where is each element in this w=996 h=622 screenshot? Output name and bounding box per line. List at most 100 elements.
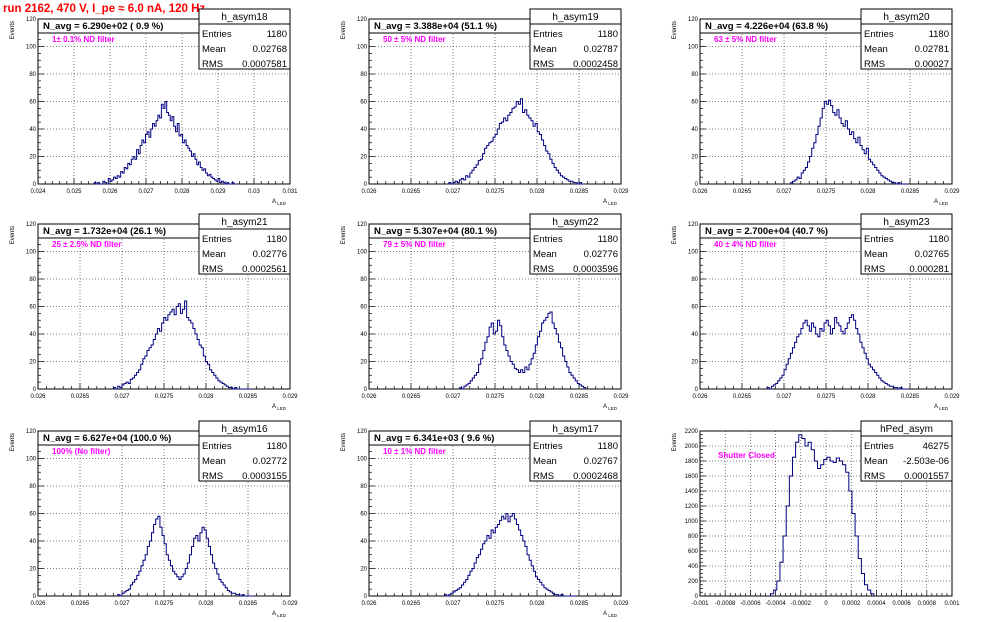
x-tick-label: 0.0285 [239, 601, 258, 607]
y-tick-label: 80 [29, 484, 36, 490]
x-tick-label: 0.028 [860, 189, 876, 195]
y-tick-label: 80 [360, 277, 367, 283]
x-tick-label: 0.026 [361, 394, 377, 400]
x-axis-label: A LED [272, 611, 287, 618]
x-tick-label: 0.026 [361, 601, 377, 607]
y-tick-label: 120 [688, 17, 699, 23]
x-tick-label: -0.0002 [791, 601, 812, 607]
x-tick-label: 0.027 [114, 394, 130, 400]
x-tick-label: 0.0285 [901, 394, 920, 400]
stats-value-rms: 0.0002468 [573, 471, 618, 482]
x-tick-label: 0.028 [198, 601, 214, 607]
histogram-panel-hPed_asym: -0.001 -0.0008 -0.0006 -0.0004 -0.0002 0 0.000… [663, 413, 993, 619]
x-axis-label: A LED [934, 199, 949, 206]
stats-value-rms: 0.0003596 [573, 264, 618, 275]
filter-label: 40 ± 4% ND filter [714, 240, 777, 249]
y-tick-label: 100 [26, 457, 37, 463]
y-tick-label: 120 [26, 222, 37, 228]
y-tick-label: 20 [360, 360, 367, 366]
x-tick-label: 0.029 [613, 394, 629, 400]
y-tick-label: 120 [26, 17, 37, 23]
histogram-panel-h_asym23: 0.026 0.0265 0.027 0.0275 0.028 0.0285 0.029 0 2… [663, 206, 993, 412]
x-tick-label: 0.0275 [486, 189, 505, 195]
x-tick-label: 0.029 [613, 189, 629, 195]
y-tick-label: 40 [691, 127, 698, 133]
x-axis-label: A LED [934, 404, 949, 411]
y-tick-label: 100 [357, 250, 368, 256]
y-tick-label: 100 [357, 457, 368, 463]
x-tick-label: 0.0285 [239, 394, 258, 400]
x-tick-label: 0.0275 [155, 601, 174, 607]
x-tick-label: 0.0265 [71, 394, 90, 400]
stats-title: h_asym16 [221, 424, 268, 435]
x-tick-label: 0.026 [361, 189, 377, 195]
x-tick-label: 0.0275 [486, 394, 505, 400]
stats-value-mean: -2.503e-06 [903, 456, 949, 467]
stats-title: h_asym19 [552, 12, 599, 23]
histogram-line [448, 98, 586, 185]
x-axis-label: A LED [603, 199, 618, 206]
y-tick-label: 2200 [685, 429, 699, 435]
y-tick-label: 40 [360, 332, 367, 338]
x-tick-label: 0.0285 [570, 394, 589, 400]
stats-key-entries: Entries [533, 234, 563, 245]
y-tick-label: 120 [688, 222, 699, 228]
stats-key-mean: Mean [533, 249, 557, 260]
y-tick-label: 0 [364, 182, 368, 188]
y-tick-label: 0 [33, 387, 37, 393]
y-tick-label: 1400 [685, 489, 699, 495]
stats-box [529, 8, 622, 70]
stats-value-entries: 46275 [923, 441, 949, 452]
stats-key-mean: Mean [533, 44, 557, 55]
stats-key-mean: Mean [864, 44, 888, 55]
stats-value-rms: 0.0002561 [242, 264, 287, 275]
stats-title: h_asym23 [883, 217, 930, 228]
y-tick-label: 40 [29, 127, 36, 133]
x-tick-label: 0.027 [114, 601, 130, 607]
avg-label: N_avg = 5.307e+04 (80.1 %) [374, 226, 497, 237]
x-tick-label: 0.029 [613, 601, 629, 607]
stats-value-mean: 0.02776 [253, 249, 287, 260]
filter-label: 1± 0.1% ND filter [52, 35, 115, 44]
stats-key-entries: Entries [533, 441, 563, 452]
stats-key-rms: RMS [202, 59, 223, 70]
stats-title: h_asym21 [221, 217, 268, 228]
stats-key-entries: Entries [864, 29, 894, 40]
x-tick-label: 0.027 [776, 189, 792, 195]
y-tick-label: 0 [364, 594, 368, 600]
stats-title: h_asym17 [552, 424, 599, 435]
y-tick-label: 800 [688, 534, 699, 540]
x-tick-label: 0.026 [30, 601, 46, 607]
x-tick-label: 0.028 [198, 394, 214, 400]
histogram-line [444, 513, 576, 597]
y-axis-label: Events [672, 226, 678, 244]
histogram-line [770, 434, 875, 596]
stats-value-mean: 0.02776 [584, 249, 618, 260]
filter-label: 50 ± 5% ND filter [383, 35, 446, 44]
avg-label: N_avg = 6.627e+04 (100.0 %) [43, 433, 171, 444]
histogram-svg: 0.026 0.0265 0.027 0.0275 0.028 0.0285 0.029 0 2… [341, 213, 629, 411]
histogram-panel-h_asym22: 0.026 0.0265 0.027 0.0275 0.028 0.0285 0.029 0 2… [332, 206, 662, 412]
histogram-line [113, 300, 252, 390]
y-tick-label: 1000 [685, 519, 699, 525]
x-axis-label: A LED [603, 404, 618, 411]
avg-label: N_avg = 3.388e+04 (51.1 %) [374, 21, 497, 32]
y-tick-label: 60 [360, 512, 367, 518]
stats-value-mean: 0.02768 [253, 44, 287, 55]
histogram-panel-h_asym19: 0.026 0.0265 0.027 0.0275 0.028 0.0285 0.029 0 2… [332, 1, 662, 207]
x-tick-label: 0.026 [692, 394, 708, 400]
y-tick-label: 60 [360, 305, 367, 311]
x-tick-label: 0.026 [30, 394, 46, 400]
x-tick-label: 0.0265 [733, 394, 752, 400]
stats-key-mean: Mean [864, 456, 888, 467]
x-tick-label: 0.026 [692, 189, 708, 195]
y-tick-label: 60 [691, 100, 698, 106]
y-axis-label: Events [10, 21, 16, 39]
histogram-svg: 0.026 0.0265 0.027 0.0275 0.028 0.0285 0.029 0 2… [672, 213, 960, 411]
y-tick-label: 60 [29, 512, 36, 518]
y-tick-label: 80 [360, 72, 367, 78]
y-tick-label: 120 [26, 429, 37, 435]
x-tick-label: -0.0004 [765, 601, 786, 607]
y-tick-label: 120 [357, 222, 368, 228]
x-tick-label: 0.029 [944, 394, 960, 400]
